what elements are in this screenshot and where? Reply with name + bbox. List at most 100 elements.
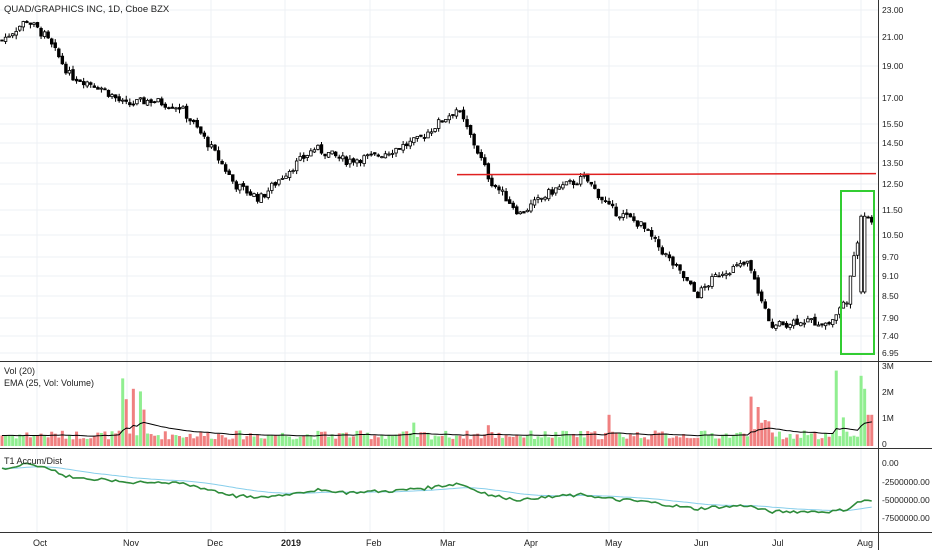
volume-bars <box>0 370 874 446</box>
volume-bar <box>763 420 767 446</box>
volume-bar <box>621 437 625 446</box>
candle-body <box>735 264 739 267</box>
volume-bar <box>195 436 199 446</box>
volume-bar <box>777 431 781 446</box>
accdist-line <box>1 462 872 515</box>
candle-body <box>167 107 171 110</box>
volume-bar <box>305 434 309 446</box>
candle-body <box>589 181 593 185</box>
candle-body <box>46 31 50 39</box>
volume-bar <box>96 432 100 446</box>
candle-body <box>525 209 530 213</box>
candle-body <box>3 36 8 42</box>
candle-body <box>422 137 427 139</box>
volume-bar <box>817 439 820 446</box>
volume-bar <box>341 433 345 446</box>
candle-body <box>149 99 153 103</box>
volume-bar <box>71 439 75 446</box>
candle-body <box>703 286 707 288</box>
volume-bar <box>760 422 764 446</box>
candle-body <box>138 97 143 100</box>
volume-bar <box>831 433 835 446</box>
candle-body <box>791 319 796 327</box>
volume-bar <box>866 414 870 446</box>
volume-bar <box>234 430 238 446</box>
volume-bar <box>717 438 721 446</box>
volume-bar <box>28 437 32 446</box>
volume-bar <box>39 433 43 446</box>
volume-bar <box>270 435 274 446</box>
volume-bar <box>589 432 593 446</box>
candle-body <box>625 212 629 215</box>
candle-body <box>628 213 633 218</box>
candle-body <box>607 200 611 205</box>
volume-bar <box>291 439 295 446</box>
candle-body <box>649 230 654 237</box>
volume-bar <box>185 436 189 446</box>
candle-body <box>468 125 473 135</box>
candle-body <box>216 150 221 161</box>
candle-body <box>287 171 292 178</box>
time-label: Mar <box>440 538 456 548</box>
candle-body <box>532 199 537 206</box>
volume-bar <box>437 436 441 446</box>
volume-bar <box>401 431 405 446</box>
volume-bar <box>320 431 323 446</box>
volume-bar <box>689 438 693 446</box>
candle-body <box>273 182 278 186</box>
candle-body <box>557 186 562 190</box>
volume-bar <box>479 438 483 446</box>
volume-bar <box>419 432 423 446</box>
volume-bar <box>188 433 192 446</box>
volume-bar <box>533 438 536 446</box>
candle-body <box>390 152 395 155</box>
volume-bar <box>792 438 796 446</box>
candle-body <box>397 148 402 150</box>
volume-bar <box>664 433 668 446</box>
resistance-line[interactable] <box>456 172 877 176</box>
candle-body <box>294 160 299 172</box>
volume-bar <box>351 436 355 446</box>
candle-body <box>152 101 157 104</box>
candle-body <box>394 147 398 154</box>
volume-bar <box>398 433 402 446</box>
volume-bar <box>362 434 366 446</box>
candle-body <box>848 275 853 305</box>
volume-bar <box>856 436 860 446</box>
candle-body <box>305 155 309 158</box>
volume-bar <box>412 422 416 446</box>
candle-body <box>458 110 462 113</box>
volume-bar <box>756 407 760 446</box>
volume-bar <box>149 434 153 446</box>
volume-bar <box>749 396 753 446</box>
candle-body <box>752 271 757 280</box>
accdist-signal-line <box>1 466 872 511</box>
candle-body <box>724 273 728 276</box>
candle-body <box>685 277 689 281</box>
candle-body <box>777 321 782 327</box>
candle-body <box>465 119 469 128</box>
candle-body <box>362 155 366 164</box>
highlight-box[interactable] <box>840 190 875 355</box>
volume-bar <box>57 437 61 446</box>
candle-body <box>799 322 803 327</box>
volume-bar <box>735 432 739 446</box>
volume-bar <box>781 439 785 446</box>
candle-body <box>351 158 356 163</box>
volume-bar <box>728 437 732 446</box>
candle-body <box>472 133 476 146</box>
candle-body <box>344 156 349 166</box>
volume-bar <box>660 431 664 446</box>
volume-bar <box>284 435 288 446</box>
candle-body <box>823 322 828 327</box>
candle-body <box>788 324 792 328</box>
volume-bar <box>504 435 508 446</box>
volume-bar <box>387 434 391 446</box>
candle-body <box>316 144 320 150</box>
volume-tick-label: 1M <box>882 413 894 423</box>
volume-bar <box>536 436 540 446</box>
candle-body <box>618 216 622 219</box>
candle-body <box>738 262 743 267</box>
time-label: Oct <box>33 538 48 548</box>
volume-bar <box>252 436 256 446</box>
